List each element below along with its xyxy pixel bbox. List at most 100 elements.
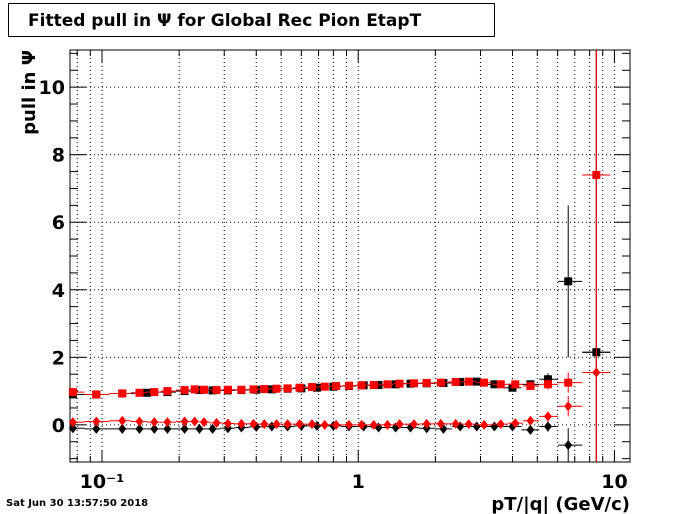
data-point-diamond <box>472 421 481 432</box>
data-point-diamond <box>496 419 505 430</box>
data-point-diamond <box>135 423 144 434</box>
data-point-square <box>180 386 189 395</box>
data-point-diamond <box>92 416 101 427</box>
x-tick-label: 10 <box>601 471 627 493</box>
x-axis-title: pT/|q| (GeV/c) <box>491 494 630 514</box>
data-point-diamond <box>295 419 304 430</box>
data-point-diamond <box>409 419 418 430</box>
y-tick-label: 10 <box>39 77 65 99</box>
data-point-square <box>564 277 573 286</box>
data-point-diamond <box>68 423 77 434</box>
series-2 <box>68 50 611 462</box>
data-point-square <box>320 382 329 391</box>
data-point-square <box>369 381 378 390</box>
data-point-diamond <box>208 423 217 434</box>
data-point-diamond <box>150 423 159 434</box>
data-point-square <box>283 384 292 393</box>
data-point-diamond <box>199 417 208 428</box>
x-tick-label: 10⁻¹ <box>80 471 125 493</box>
y-tick-label: 0 <box>52 415 65 437</box>
data-point-square <box>543 380 552 389</box>
data-marks <box>68 50 611 462</box>
data-point-diamond <box>490 421 499 432</box>
data-point-diamond <box>180 423 189 434</box>
timestamp: Sat Jun 30 13:57:50 2018 <box>6 498 149 509</box>
data-point-diamond <box>68 417 77 428</box>
data-point-square <box>135 388 144 397</box>
data-point-diamond <box>163 423 172 434</box>
data-point-diamond <box>283 419 292 430</box>
data-point-diamond <box>543 421 552 432</box>
data-point-square <box>92 390 101 399</box>
data-point-square <box>564 378 573 387</box>
data-point-diamond <box>135 416 144 427</box>
data-point-square <box>272 384 281 393</box>
data-point-diamond <box>564 440 573 451</box>
data-point-square <box>260 385 269 394</box>
data-point-square <box>249 385 258 394</box>
data-point-diamond <box>237 418 246 429</box>
y-tick-label: 2 <box>52 347 65 369</box>
x-tick-label: 1 <box>352 471 365 493</box>
data-point-square <box>190 385 199 394</box>
data-point-square <box>307 383 316 392</box>
data-point-diamond <box>195 423 204 434</box>
data-point-diamond <box>480 419 489 430</box>
data-point-diamond <box>249 418 258 429</box>
data-point-square <box>451 377 460 386</box>
grid <box>70 50 630 462</box>
data-point-diamond <box>118 415 127 426</box>
data-point-diamond <box>564 401 573 412</box>
data-point-diamond <box>150 417 159 428</box>
data-point-diamond <box>451 418 460 429</box>
data-point-diamond <box>163 417 172 428</box>
data-point-diamond <box>92 423 101 434</box>
series-0 <box>68 50 611 462</box>
data-point-square <box>344 381 353 390</box>
data-point-diamond <box>344 419 353 430</box>
data-point-square <box>68 388 77 397</box>
plot-frame <box>69 49 631 463</box>
data-point-diamond <box>422 418 431 429</box>
data-point-diamond <box>526 415 535 426</box>
series-3 <box>68 50 611 462</box>
data-point-square <box>436 378 445 387</box>
y-tick-label: 8 <box>52 145 65 167</box>
data-point-diamond <box>383 419 392 430</box>
title-box: Fitted pull in Ψ for Global Rec Pion Eta… <box>8 3 495 37</box>
data-point-square <box>383 380 392 389</box>
data-point-diamond <box>180 416 189 427</box>
data-point-square <box>472 377 481 386</box>
data-point-diamond <box>526 424 535 435</box>
data-point-square <box>496 380 505 389</box>
data-point-diamond <box>436 418 445 429</box>
data-point-diamond <box>357 419 366 430</box>
data-point-square <box>143 388 152 397</box>
data-point-square <box>199 385 208 394</box>
plot-border <box>69 49 631 463</box>
data-point-diamond <box>272 419 281 430</box>
y-axis-title: pull in Ψ <box>19 50 40 135</box>
data-point-square <box>295 383 304 392</box>
y-tick-label: 6 <box>52 212 65 234</box>
data-point-square <box>464 377 473 386</box>
data-point-square <box>409 379 418 388</box>
data-point-square <box>150 388 159 397</box>
data-point-diamond <box>320 419 329 430</box>
axis-ticks <box>70 50 630 462</box>
data-point-square <box>267 385 276 394</box>
data-point-diamond <box>543 411 552 422</box>
data-point-square <box>357 381 366 390</box>
data-point-diamond <box>223 418 232 429</box>
data-point-square <box>395 379 404 388</box>
data-point-square <box>237 385 246 394</box>
data-point-diamond <box>511 418 520 429</box>
y-tick-label: 4 <box>52 280 65 302</box>
series-1 <box>68 50 611 462</box>
data-point-square <box>332 382 341 391</box>
data-point-diamond <box>190 416 199 427</box>
data-point-diamond <box>307 419 316 430</box>
data-point-square <box>422 378 431 387</box>
